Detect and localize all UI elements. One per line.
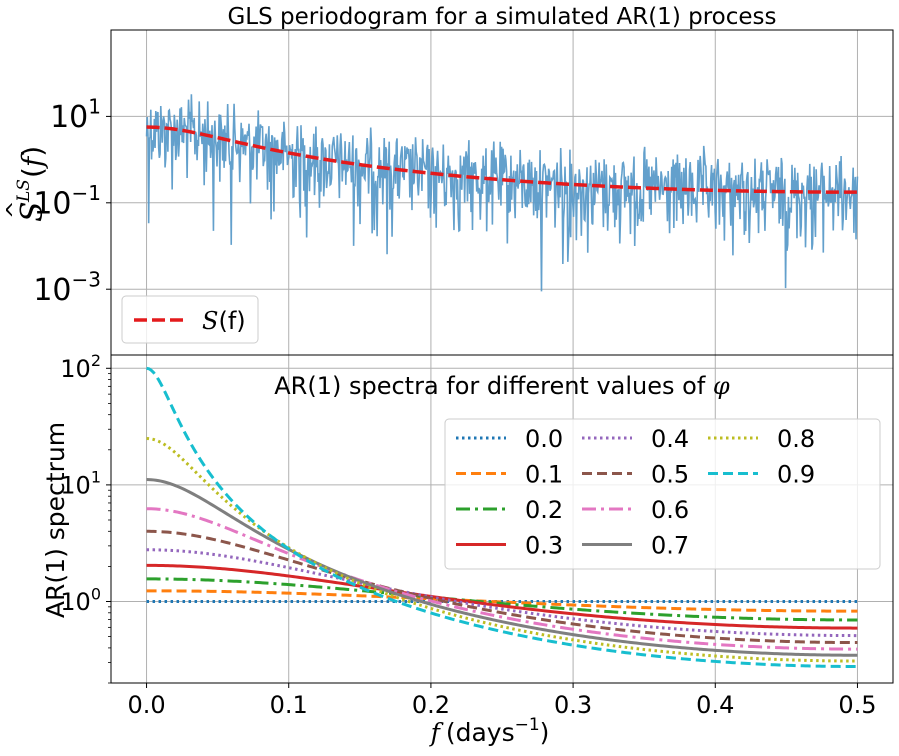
legend-label-phi-0.9: 0.9 xyxy=(777,461,815,489)
bottom-series xyxy=(146,366,858,668)
spectrum-line-phi-0.8 xyxy=(146,436,858,663)
bottom-title-text: AR(1) spectra for different values of xyxy=(274,372,713,400)
bottom-legend: 0.0 0.1 0.2 0.3 0.4 0.5 0.6 0.7 0.8 0.9 xyxy=(444,418,881,570)
top-ylabel: S ^ LS (f) xyxy=(3,146,50,222)
bottom-x-ticks: 0.0 0.1 0.2 0.3 0.4 0.5 xyxy=(127,683,877,719)
spectrum-line-phi-0.3 xyxy=(146,563,858,630)
spectrum-line-phi-0.7 xyxy=(146,478,858,657)
svg-text:LS: LS xyxy=(14,179,34,203)
bottom-panel: 102 101 100 0.0 0.1 0.2 0.3 0.4 0.5 AR(1) spect… xyxy=(41,351,894,747)
legend-label-phi-0.6: 0.6 xyxy=(651,496,689,524)
xlabel-close: ) xyxy=(540,718,550,747)
bottom-xlabel: f (days−1) xyxy=(429,715,550,747)
svg-text:(f): (f) xyxy=(16,146,49,178)
bottom-ytick-label: 101 xyxy=(60,468,101,500)
legend-label-s: S xyxy=(202,307,218,335)
spectrum-line-phi-0.1 xyxy=(146,589,858,613)
bottom-axes-frame xyxy=(110,354,894,684)
legend-label-phi-0.0: 0.0 xyxy=(525,425,563,453)
svg-text:S: S xyxy=(15,201,50,222)
legend-label-phi-0.2: 0.2 xyxy=(525,496,563,524)
svg-text:^: ^ xyxy=(3,201,28,219)
xlabel-exp: −1 xyxy=(515,715,540,735)
legend-label-phi-0.5: 0.5 xyxy=(651,461,689,489)
spectrum-line-phi-0.4 xyxy=(146,548,858,638)
bottom-xtick-label: 0.0 xyxy=(127,691,165,719)
legend-label-phi-0.4: 0.4 xyxy=(651,425,689,453)
bottom-xtick-label: 0.2 xyxy=(412,691,450,719)
spectrum-line-phi-0.9 xyxy=(146,366,858,668)
legend-label-args: (f) xyxy=(218,307,245,335)
spectrum-line-phi-0.2 xyxy=(146,577,858,622)
top-title: GLS periodogram for a simulated AR(1) pr… xyxy=(227,4,776,30)
bottom-title: AR(1) spectra for different values of φ xyxy=(274,372,730,400)
legend-label-phi-0.8: 0.8 xyxy=(777,425,815,453)
top-series xyxy=(145,94,859,292)
legend-label-phi-0.1: 0.1 xyxy=(525,461,563,489)
top-legend-label: S(f) xyxy=(202,307,246,335)
top-y-ticks: 101 10−1 10−3 xyxy=(33,95,111,308)
legend-label-phi-0.3: 0.3 xyxy=(525,532,563,560)
top-ytick-label: 10−3 xyxy=(33,268,101,309)
true-spectrum-line xyxy=(146,125,858,194)
bottom-xtick-label: 0.5 xyxy=(838,691,876,719)
bottom-xtick-label: 0.4 xyxy=(696,691,734,719)
spectrum-line-phi-0.6 xyxy=(146,507,858,651)
legend-label-phi-0.7: 0.7 xyxy=(651,532,689,560)
periodogram-line xyxy=(145,94,859,292)
xlabel-var: f xyxy=(429,718,444,747)
bottom-xtick-label: 0.3 xyxy=(554,691,592,719)
top-legend: S(f) xyxy=(121,295,259,344)
top-ytick-label: 10−1 xyxy=(33,181,101,222)
bottom-title-symbol: φ xyxy=(713,372,730,400)
spectrum-line-phi-0.5 xyxy=(146,529,858,645)
top-ytick-label: 101 xyxy=(50,95,101,136)
bottom-ylabel: AR(1) spectrum xyxy=(41,422,70,618)
bottom-xtick-label: 0.1 xyxy=(270,691,308,719)
bottom-ytick-label: 102 xyxy=(60,351,101,383)
top-panel: GLS periodogram for a simulated AR(1) pr… xyxy=(3,4,894,356)
bottom-ytick-label: 100 xyxy=(60,584,101,616)
xlabel-unit: (days xyxy=(446,718,515,747)
bottom-y-ticks: 102 101 100 xyxy=(60,351,111,684)
